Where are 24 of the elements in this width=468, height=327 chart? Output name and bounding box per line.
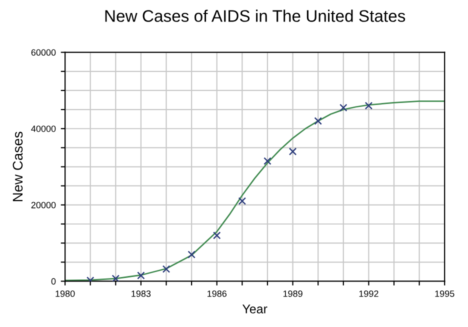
- y-tick-label: 20000: [31, 202, 56, 208]
- point: [162, 265, 170, 273]
- x-axis-title: Year: [242, 304, 268, 314]
- y-tick-label: 60000: [31, 49, 56, 56]
- point: [314, 117, 322, 125]
- point: [340, 104, 348, 112]
- y-axis-title: New Cases: [12, 132, 23, 202]
- x-tick-label: 1983: [132, 290, 151, 297]
- point: [288, 148, 297, 156]
- point: [112, 274, 120, 282]
- y-tick-label: 0: [51, 278, 56, 285]
- point: [364, 102, 373, 110]
- point: [238, 197, 246, 205]
- x-tick-label: 1989: [283, 290, 302, 297]
- point: [188, 250, 196, 258]
- point: [264, 157, 272, 165]
- chart-title: New Cases of AIDS in The United States: [105, 10, 406, 22]
- x-tick-label: 1992: [359, 290, 378, 297]
- x-tick-label: 1986: [208, 290, 227, 297]
- x-tick-label: 1995: [435, 290, 454, 297]
- x-tick-label: 1980: [56, 290, 75, 297]
- point: [137, 272, 145, 280]
- y-tick-label: 40000: [31, 126, 56, 132]
- point: [212, 232, 221, 240]
